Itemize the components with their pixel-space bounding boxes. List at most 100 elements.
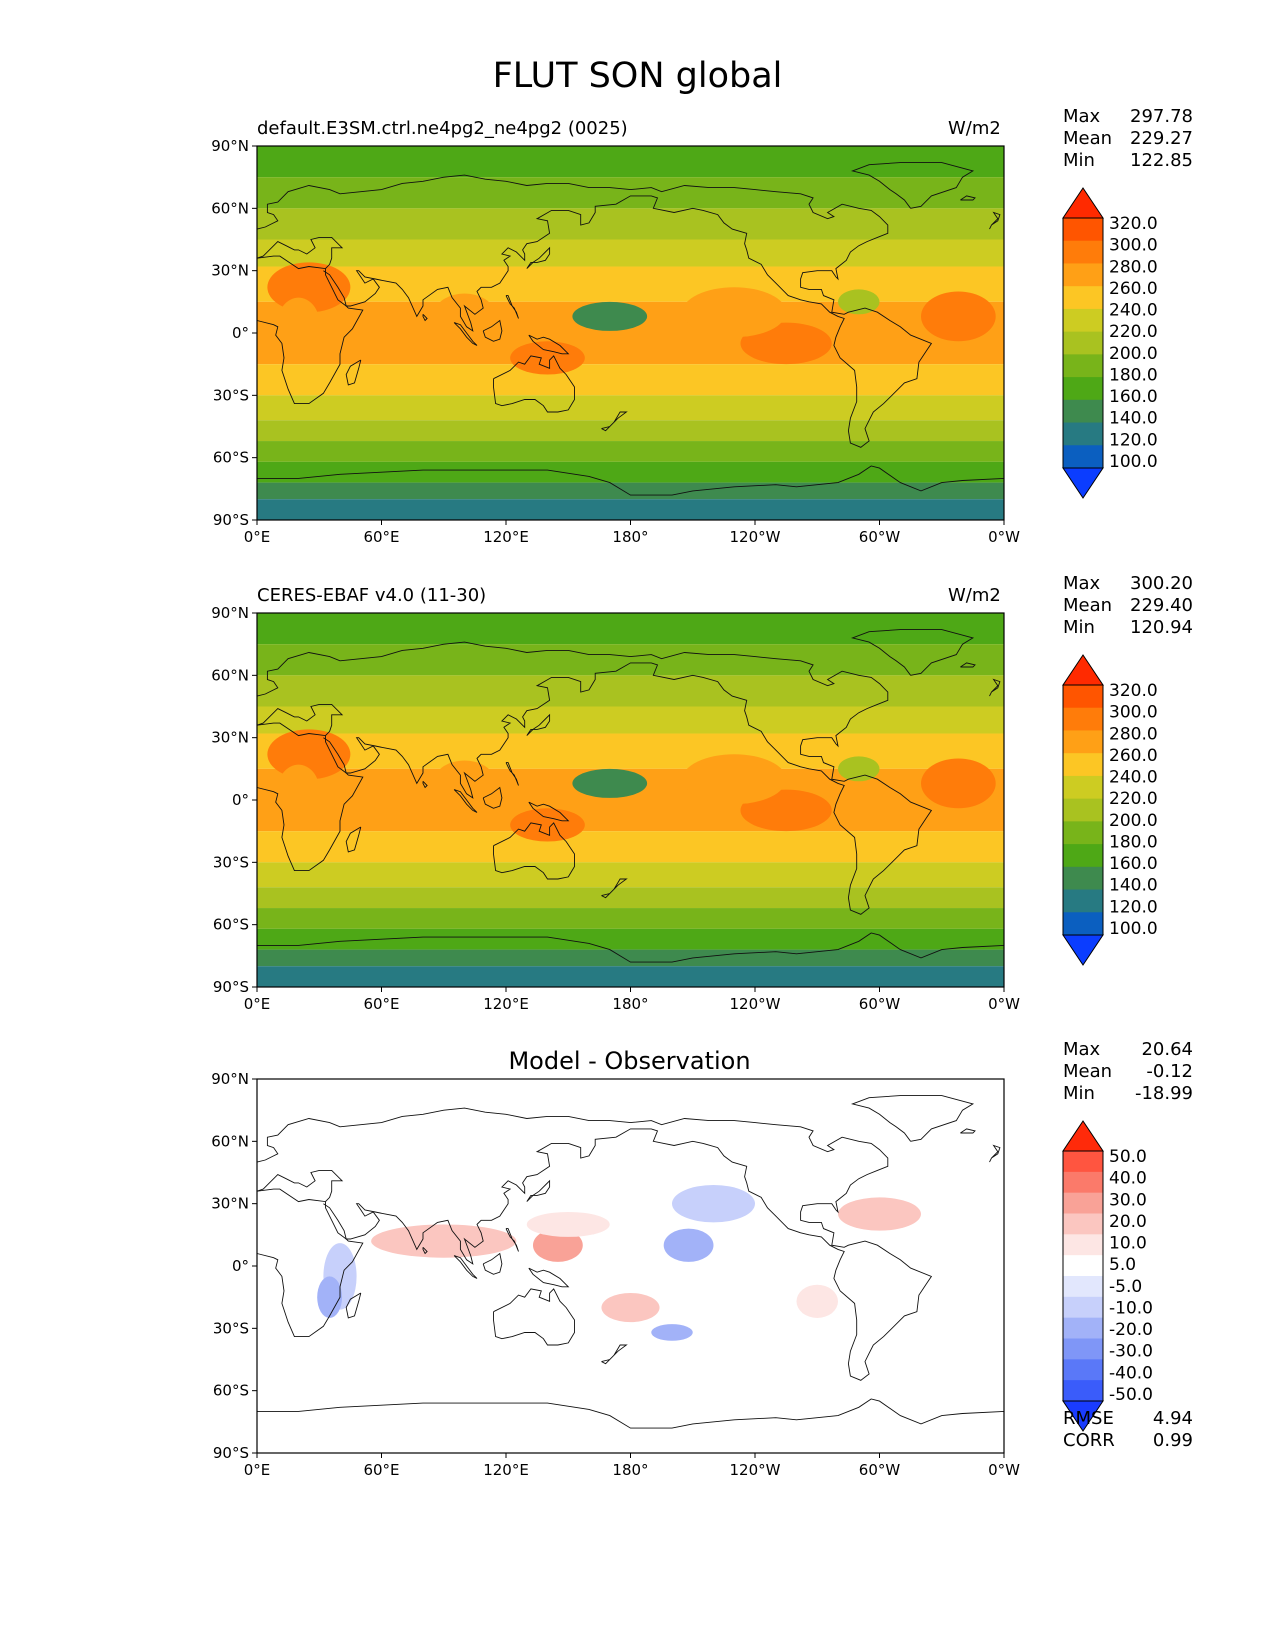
colorbar-tick-label: -10.0 [1109, 1298, 1153, 1318]
coastline [526, 713, 551, 736]
contour-band [257, 831, 1004, 863]
lon-tick-label: 180° [612, 995, 648, 1013]
colorbar-tick-label: 220.0 [1109, 789, 1158, 809]
colorbar-extend-max [1062, 187, 1104, 219]
colorbar-segment [1063, 1151, 1103, 1173]
coastline [256, 703, 344, 736]
contour-region [572, 301, 648, 331]
panel-center-title: Model - Observation [508, 1047, 751, 1075]
contour-band [257, 949, 1004, 967]
contour-region [838, 1197, 921, 1231]
contour-band [257, 364, 1004, 396]
colorbar-tick-label: 50.0 [1109, 1147, 1147, 1167]
contour-region [672, 1184, 755, 1223]
contour-band [257, 208, 1004, 240]
coastline [422, 313, 428, 322]
colorbar-model: 320.0300.0280.0260.0240.0220.0200.0180.0… [1062, 187, 1158, 499]
colorbar-segment [1063, 685, 1103, 709]
lon-tick-label: 0°E [244, 528, 271, 546]
colorbar-tick-label: 160.0 [1109, 387, 1158, 407]
contour-band [257, 239, 1004, 267]
coastline [989, 1144, 1001, 1163]
coastline [493, 355, 575, 413]
coastline [526, 1179, 551, 1202]
contour-band [257, 613, 1004, 645]
stat-value: 20.64 [1141, 1039, 1193, 1060]
coastline [989, 678, 1001, 697]
colorbar-tick-label: 100.0 [1109, 919, 1158, 939]
coastline [256, 1107, 933, 1381]
contour-band [257, 928, 1004, 950]
colorbar-segment [1063, 730, 1103, 754]
colorbar-extend-min [1062, 934, 1104, 966]
colorbar-segment [1063, 753, 1103, 777]
lon-tick-label: 120°E [483, 995, 529, 1013]
lon-tick-label: 60°E [363, 528, 399, 546]
colorbar-frame [1062, 217, 1104, 469]
colorbar-tick-label: 30.0 [1109, 1190, 1147, 1210]
contour-band [257, 146, 1004, 178]
lat-tick-label: 60°S [213, 916, 249, 934]
coastline [256, 1169, 344, 1202]
colorbar-segment [1063, 1359, 1103, 1381]
lat-tick-label: 30°N [211, 1195, 249, 1213]
colorbar-segment [1063, 1213, 1103, 1235]
colorbar-segment [1063, 1234, 1103, 1256]
metrics-box: RMSE 4.94 CORR 0.99 [1063, 1408, 1193, 1452]
colorbar-segment [1063, 821, 1103, 845]
colorbar-extend-min [1062, 467, 1104, 499]
colorbar-segment [1063, 844, 1103, 868]
colorbar-tick-label: -40.0 [1109, 1363, 1153, 1383]
map-background [257, 1079, 1004, 1453]
colorbar-segment [1063, 1317, 1103, 1339]
coastline [257, 1398, 1005, 1429]
lon-tick-label: 120°E [483, 528, 529, 546]
colorbar-tick-label: 240.0 [1109, 768, 1158, 788]
lon-tick-label: 60°W [859, 528, 901, 546]
colorbar-difference: 50.040.030.020.010.05.0-5.0-10.0-20.0-30… [1062, 1120, 1153, 1432]
coastline [528, 801, 570, 822]
contour-region [682, 754, 787, 805]
coastline [422, 780, 428, 789]
coastline [345, 826, 362, 853]
lon-tick-label: 60°W [859, 995, 901, 1013]
lon-tick-label: 180° [612, 1461, 648, 1479]
coastline [256, 236, 344, 269]
colorbar-tick-label: 10.0 [1109, 1234, 1147, 1254]
contour-region [532, 1228, 583, 1262]
colorbar-tick-label: 220.0 [1109, 322, 1158, 342]
colorbar-segment [1063, 1338, 1103, 1360]
colorbar-segment [1063, 912, 1103, 936]
lon-tick-label: 120°W [730, 1461, 781, 1479]
contour-region [277, 297, 320, 348]
colorbar-tick-label: 5.0 [1109, 1255, 1136, 1275]
colorbar-tick-label: 280.0 [1109, 724, 1158, 744]
stat-label: Min [1063, 617, 1095, 638]
coastline [256, 174, 933, 448]
stats-box: Max 20.64 Mean -0.12 Min -18.99 [1063, 1039, 1193, 1105]
colorbar-tick-label: 120.0 [1109, 897, 1158, 917]
contour-band [257, 441, 1004, 462]
colorbar-segment [1063, 218, 1103, 242]
coastline [526, 246, 551, 269]
colorbar-segment [1063, 445, 1103, 469]
coastline [482, 319, 503, 342]
panel-units: W/m2 [948, 118, 1001, 139]
stat-label: Min [1063, 1083, 1095, 1104]
stat-value: -0.12 [1146, 1061, 1193, 1082]
contour-region [682, 287, 787, 338]
colorbar-extend-max [1062, 654, 1104, 686]
contour-region [921, 291, 996, 342]
colorbar-tick-label: 120.0 [1109, 430, 1158, 450]
colorbar-tick-label: 320.0 [1109, 681, 1158, 701]
contour-band [257, 395, 1004, 421]
colorbar-tick-label: 200.0 [1109, 344, 1158, 364]
colorbar-segment [1063, 707, 1103, 731]
coastline [256, 255, 364, 405]
lon-tick-label: 60°E [363, 1461, 399, 1479]
coastline [960, 195, 976, 201]
colorbar-segment [1063, 1255, 1103, 1277]
panel-difference: Model - Observation 90°N 60°N 30°N 0° 30°S 60… [0, 1039, 1275, 1511]
lat-tick-label: 60°N [211, 1132, 249, 1150]
stat-label: Mean [1063, 128, 1113, 149]
